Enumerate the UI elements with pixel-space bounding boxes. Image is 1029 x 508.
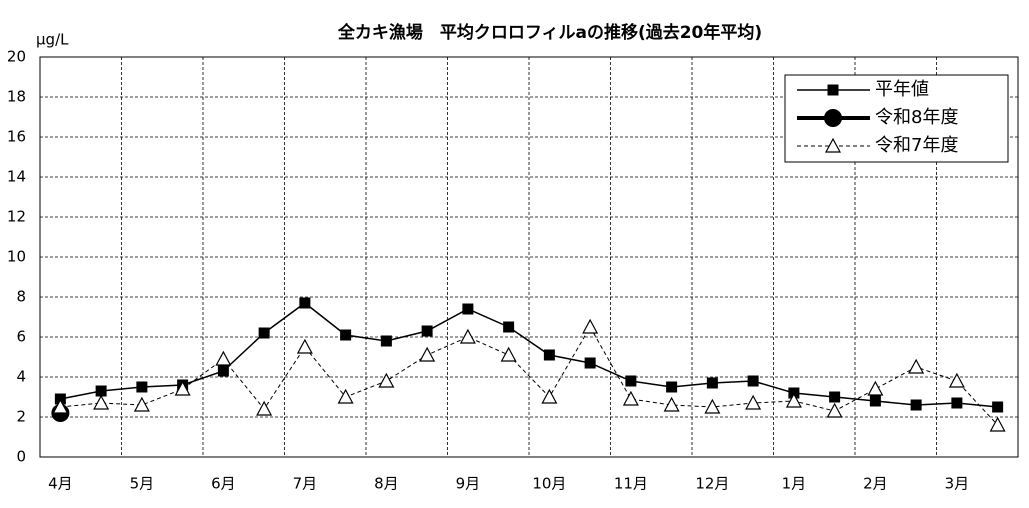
- y-tick-label: 12: [7, 208, 26, 226]
- series-line: [60, 302, 998, 408]
- plot-border: [39, 56, 1019, 458]
- y-tick-label: 16: [7, 128, 26, 146]
- y-tick-label: 8: [16, 288, 26, 306]
- y-tick-label: 2: [16, 408, 26, 426]
- marker-triangle: [378, 372, 395, 388]
- marker-square: [217, 365, 229, 377]
- marker-triangle: [459, 328, 476, 344]
- marker-triangle: [948, 372, 965, 388]
- marker-triangle: [256, 400, 273, 416]
- x-tick-label: 3月: [945, 475, 970, 493]
- marker-triangle: [622, 390, 639, 406]
- legend-label: 平年値: [875, 79, 929, 100]
- marker-triangle: [582, 318, 599, 334]
- marker-triangle: [663, 396, 680, 412]
- x-tick-label: 1月: [782, 475, 807, 493]
- y-tick-label: 4: [16, 368, 26, 386]
- marker-square: [706, 377, 718, 389]
- marker-square: [543, 349, 555, 361]
- marker-square: [503, 321, 515, 333]
- marker-square: [584, 357, 596, 369]
- x-tick-label: 11月: [614, 475, 648, 493]
- marker-square: [340, 329, 352, 341]
- x-tick-label: 10月: [532, 475, 566, 493]
- marker-square: [380, 335, 392, 347]
- marker-triangle: [296, 338, 313, 354]
- x-tick-label: 4月: [48, 475, 73, 493]
- marker-triangle: [867, 380, 884, 396]
- marker-square: [992, 401, 1004, 413]
- marker-square: [666, 381, 678, 393]
- legend-label: 令和7年度: [875, 135, 958, 156]
- y-tick-label: 20: [7, 48, 26, 66]
- x-tick-label: 9月: [456, 475, 481, 493]
- marker-square: [625, 375, 637, 387]
- marker-square: [136, 381, 148, 393]
- marker-triangle: [500, 346, 517, 362]
- y-tick-label: 14: [7, 168, 26, 186]
- marker-triangle: [989, 416, 1006, 432]
- marker-triangle: [174, 380, 191, 396]
- x-tick-label: 7月: [293, 475, 318, 493]
- y-tick-label: 18: [7, 88, 26, 106]
- marker-triangle: [704, 398, 721, 414]
- legend-marker: [824, 137, 842, 153]
- series-line: [60, 325, 998, 426]
- marker-triangle: [541, 388, 558, 404]
- x-tick-label: 6月: [211, 475, 236, 493]
- marker-triangle: [908, 358, 925, 374]
- marker-square: [421, 325, 433, 337]
- marker-triangle: [133, 396, 150, 412]
- legend-marker: [824, 109, 842, 127]
- y-tick-label: 0: [16, 448, 26, 466]
- legend-marker: [827, 84, 839, 96]
- x-tick-label: 8月: [374, 475, 399, 493]
- marker-square: [747, 375, 759, 387]
- marker-triangle: [826, 402, 843, 418]
- y-axis-label: μg/L: [36, 31, 69, 49]
- legend-label: 令和8年度: [875, 107, 958, 128]
- marker-triangle: [215, 350, 232, 366]
- marker-triangle: [745, 394, 762, 410]
- y-tick-label: 10: [7, 248, 26, 266]
- x-tick-label: 12月: [695, 475, 729, 493]
- marker-square: [869, 395, 881, 407]
- marker-square: [299, 297, 311, 309]
- marker-triangle: [785, 392, 802, 408]
- marker-square: [910, 399, 922, 411]
- marker-square: [462, 303, 474, 315]
- marker-square: [829, 391, 841, 403]
- marker-triangle: [52, 398, 69, 414]
- marker-square: [258, 327, 270, 339]
- marker-square: [951, 397, 963, 409]
- marker-triangle: [419, 346, 436, 362]
- x-tick-label: 5月: [130, 475, 155, 493]
- marker-square: [95, 385, 107, 397]
- y-tick-label: 6: [16, 328, 26, 346]
- marker-triangle: [93, 394, 110, 410]
- marker-triangle: [337, 388, 354, 404]
- x-tick-label: 2月: [863, 475, 888, 493]
- chart-title: 全カキ漁場 平均クロロフィルaの推移(過去20年平均): [337, 22, 762, 43]
